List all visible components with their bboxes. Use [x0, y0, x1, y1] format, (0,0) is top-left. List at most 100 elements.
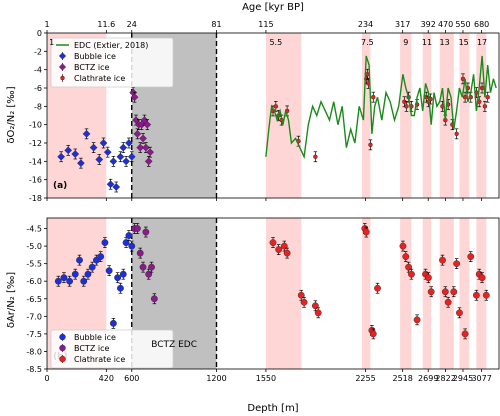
clathrate-ice-point	[404, 104, 409, 109]
top-tick-label: 234	[358, 20, 373, 29]
y-tick-label: -4	[34, 66, 42, 75]
stage-label: 17	[477, 38, 487, 47]
y-tick-label: -8	[34, 102, 42, 111]
bubble-ice-point	[82, 129, 91, 138]
bctz-ice-point	[143, 120, 152, 129]
legend-label: BCTZ ice	[74, 63, 109, 72]
bubble-ice-point	[88, 263, 96, 271]
legend-box	[50, 329, 174, 369]
top-tick-label: 115	[258, 20, 273, 29]
y-tick-label: -6.5	[26, 295, 42, 304]
bubble-ice-point	[54, 277, 62, 285]
interglacial-band	[459, 33, 470, 198]
bottom-tick-label: 1550	[256, 374, 276, 383]
bctz-ice-point	[133, 129, 142, 138]
clathrate-ice-point	[454, 131, 459, 137]
bctz-annotation: BCTZ EDC	[151, 340, 197, 350]
y-tick-label: -18	[29, 194, 42, 203]
legend-label: Bubble ice	[74, 333, 116, 342]
clathrate-ice-point	[472, 291, 480, 299]
bubble-ice-point	[105, 267, 113, 275]
bottom-tick-label: 420	[99, 374, 114, 383]
clathrate-ice-point	[399, 242, 407, 250]
clathrate-ice-point	[371, 94, 376, 100]
clathrate-ice-point	[300, 298, 308, 306]
bctz-ice-point	[148, 263, 155, 271]
bctz-ice-point	[139, 134, 147, 143]
interglacial-band	[476, 218, 487, 369]
top-tick-label: 317	[395, 20, 410, 29]
panel-b: -8.5-8.0-7.5-7.0-6.5-6.0-5.5-5.0-4.5(b)B…	[26, 217, 500, 374]
bubble-ice-point	[112, 183, 121, 191]
bubble-ice-point	[84, 270, 92, 278]
bubble-ice-point	[122, 239, 130, 246]
panel-label: (a)	[53, 181, 67, 191]
bubble-ice-point	[125, 139, 133, 147]
clathrate-ice-point	[369, 330, 377, 338]
bubble-ice-point	[106, 180, 115, 189]
clathrate-ice-point	[456, 309, 463, 317]
interglacial-band	[361, 33, 371, 198]
bctz-ice-point	[150, 295, 158, 303]
clathrate-ice-point	[408, 270, 415, 278]
bottom-tick-label: 3077	[471, 374, 491, 383]
clathrate-ice-point	[482, 104, 488, 109]
bctz-ice-point	[142, 228, 150, 236]
top-tick-label: 470	[438, 20, 453, 29]
stage-label: 13	[440, 38, 450, 47]
stage-label: 9	[403, 38, 408, 47]
bubble-ice-point	[109, 319, 117, 327]
clathrate-ice-point	[467, 253, 475, 261]
bubble-ice-point	[101, 239, 109, 246]
y-tick-label: -12	[29, 139, 42, 148]
y-tick-label: -5.0	[26, 242, 42, 251]
clathrate-ice-point	[413, 316, 421, 324]
bctz-ice-point	[139, 263, 147, 271]
clathrate-ice-point	[280, 242, 288, 250]
bubble-ice-point	[99, 139, 108, 147]
bubble-ice-point	[89, 143, 98, 152]
bottom-tick-label: 600	[124, 374, 139, 383]
clathrate-ice-point	[311, 302, 319, 310]
legend-label: BCTZ ice	[74, 344, 109, 353]
y-tick-label: -7.0	[26, 312, 42, 321]
clathrate-ice-point	[453, 260, 461, 268]
bctz-ice-point	[133, 225, 141, 232]
legend-label: Clathrate ice	[74, 355, 125, 364]
bubble-ice-point	[71, 270, 79, 278]
clathrate-ice-point	[441, 288, 449, 296]
clathrate-ice-point	[424, 274, 432, 282]
bubble-ice-point	[109, 157, 118, 166]
clathrate-ice-point	[273, 104, 279, 109]
bubble-ice-point	[80, 277, 88, 285]
y-tick-label: 0	[37, 29, 42, 38]
top-tick-label: 81	[211, 20, 221, 29]
interglacial-band	[439, 33, 454, 198]
legend-swatch-clathrate	[59, 355, 66, 363]
legend-label: Bubble ice	[74, 52, 116, 61]
clathrate-ice-point	[313, 154, 318, 159]
clathrate-ice-point	[402, 99, 407, 104]
bubble-ice-point	[125, 232, 133, 239]
y-tick-label: -2	[34, 47, 42, 56]
y-tick-label: -8.0	[26, 347, 42, 356]
clathrate-ice-point	[405, 263, 412, 271]
bubble-ice-point	[128, 242, 136, 250]
legend-swatch-bctz	[58, 63, 67, 71]
interglacial-band	[476, 33, 487, 198]
clathrate-ice-point	[461, 330, 469, 338]
bubble-ice-point	[116, 152, 125, 161]
y-tick-label: -10	[29, 121, 42, 130]
top-tick-label: 1	[44, 20, 49, 29]
bottom-axis-label: Depth [m]	[247, 403, 298, 414]
bubble-ice-point	[77, 159, 85, 168]
bubble-ice-point	[76, 256, 83, 264]
bottom-tick-label: 2518	[392, 374, 412, 383]
legend-box	[50, 37, 174, 88]
y-tick-label: -8.5	[26, 365, 42, 374]
y-tick-label: -4.5	[26, 225, 42, 234]
clathrate-ice-point	[269, 239, 277, 246]
interglacial-band	[459, 218, 470, 369]
interglacial-band	[400, 218, 412, 369]
plot-frame	[46, 217, 500, 370]
